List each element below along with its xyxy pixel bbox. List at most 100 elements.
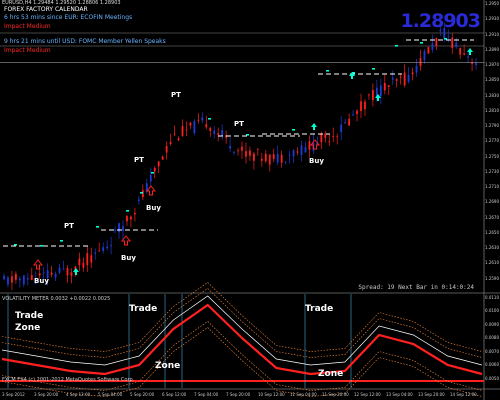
candle-body: [213, 130, 216, 134]
candle-body: [114, 230, 116, 232]
price-tick: 1.2690: [485, 199, 499, 205]
price-tick: 1.2910: [485, 31, 499, 37]
zone-label: Trade: [305, 304, 334, 314]
candle-body: [439, 30, 442, 32]
zone-label: Trade: [15, 311, 44, 321]
candle-body: [253, 153, 255, 161]
candle-body: [264, 153, 267, 162]
symbol-info: EURUSD,H4 1.29484 1.29520 1.28806 1.2890…: [2, 0, 121, 6]
up-arrow-icon: [467, 48, 473, 55]
candle-body: [328, 141, 331, 143]
news-impact-1: Impact Medium: [4, 23, 51, 30]
time-tick: 14 Sep 12:00: [450, 392, 477, 397]
candle-body: [141, 190, 144, 198]
candle-body: [292, 150, 295, 157]
zone-label: Trade: [129, 304, 158, 314]
indicator-tick: 0.0100: [485, 308, 499, 314]
candle-body: [134, 213, 136, 215]
candle-body: [241, 146, 243, 151]
candle-body: [272, 154, 275, 159]
indicator-tick: 0.0060: [485, 362, 499, 368]
news-impact-2: Impact Medium: [4, 47, 51, 54]
candle-body: [308, 141, 311, 150]
candle-body: [360, 101, 362, 112]
signal-marker: [292, 129, 295, 131]
signal-marker: [246, 134, 249, 136]
candle-body: [165, 146, 168, 153]
candle-body: [66, 268, 69, 276]
candle-body: [169, 141, 172, 144]
candle-body: [34, 279, 37, 284]
price-tick: 1.2750: [485, 153, 499, 159]
candle-body: [26, 278, 29, 280]
candle-body: [3, 275, 5, 280]
candle-body: [78, 258, 81, 266]
buy-label: Buy: [121, 254, 136, 262]
candle-body: [217, 133, 220, 135]
candle-body: [237, 150, 239, 152]
candle-body: [260, 158, 263, 161]
candle-body: [38, 273, 41, 276]
candle-body: [296, 151, 299, 153]
candle-body: [415, 65, 418, 73]
candle-body: [463, 53, 466, 55]
candle-body: [475, 63, 477, 65]
candle-body: [185, 129, 188, 131]
zone-label: Zone: [15, 323, 41, 333]
signal-marker: [444, 38, 447, 40]
candle-body: [268, 154, 271, 165]
indicator-tick: 0.0090: [485, 321, 499, 327]
candle-body: [118, 223, 120, 233]
candle-body: [30, 275, 33, 280]
candle-body: [276, 153, 279, 163]
candle-body: [130, 216, 132, 220]
candle-body: [324, 133, 327, 139]
candle-body: [288, 154, 291, 156]
up-arrow-icon: [73, 268, 79, 275]
news-item-1: 6 hrs 53 mins since EUR: ECOFIN Meetings: [4, 14, 133, 21]
signal-marker: [372, 68, 375, 70]
signal-marker: [140, 192, 143, 194]
candle-body: [54, 273, 57, 278]
candle-body: [189, 122, 192, 126]
time-tick: 5 Sep 04:00: [98, 392, 123, 397]
news-item-2: 9 hrs 21 mins until USD: FOMC Member Yel…: [4, 38, 166, 45]
price-tick: 1.2870: [485, 62, 499, 68]
candle-body: [348, 118, 350, 126]
price-tick: 1.2630: [485, 245, 499, 251]
time-axis: 3 Sep 2012 3 Sep 20:00 4 Sep 12:00 5 Sep 04…: [0, 390, 484, 400]
candle-body: [451, 37, 454, 49]
candle-body: [98, 250, 101, 252]
pt-label: PT: [134, 156, 144, 164]
pt-label: PT: [234, 120, 244, 128]
candle-body: [249, 150, 251, 156]
spread-status: Spread: 19 Next Bar in 0:14:0:24: [358, 284, 474, 291]
candle-body: [221, 130, 224, 137]
candle-body: [94, 252, 97, 254]
candle-body: [11, 276, 13, 283]
signal-marker: [151, 172, 154, 174]
candle-body: [352, 114, 354, 116]
time-tick: 4 Sep 12:00: [66, 392, 91, 397]
signal-marker: [395, 45, 398, 47]
candle-body: [455, 42, 458, 48]
candle-body: [153, 167, 156, 172]
signal-marker: [40, 245, 43, 247]
candle-body: [50, 272, 53, 275]
up-arrow-icon: [375, 94, 381, 101]
zone-label: Zone: [318, 369, 344, 379]
candle-body: [22, 275, 25, 285]
price-axis: 1.2950 1.2930 1.2910 1.2890 1.2870 1.2850 1.28…: [483, 0, 500, 290]
candle-body: [229, 146, 231, 149]
candle-body: [340, 124, 343, 133]
time-tick: 10 Sep 12:00: [258, 392, 285, 397]
volatility-band: [1, 288, 483, 358]
price-tick: 1.2610: [485, 260, 499, 266]
candle-body: [193, 120, 196, 134]
candle-body: [122, 225, 124, 231]
candle-body: [375, 87, 378, 98]
candle-body: [411, 72, 414, 75]
signal-marker: [60, 240, 63, 242]
time-tick: 3 Sep 2012: [2, 392, 25, 397]
candle-body: [82, 262, 85, 268]
